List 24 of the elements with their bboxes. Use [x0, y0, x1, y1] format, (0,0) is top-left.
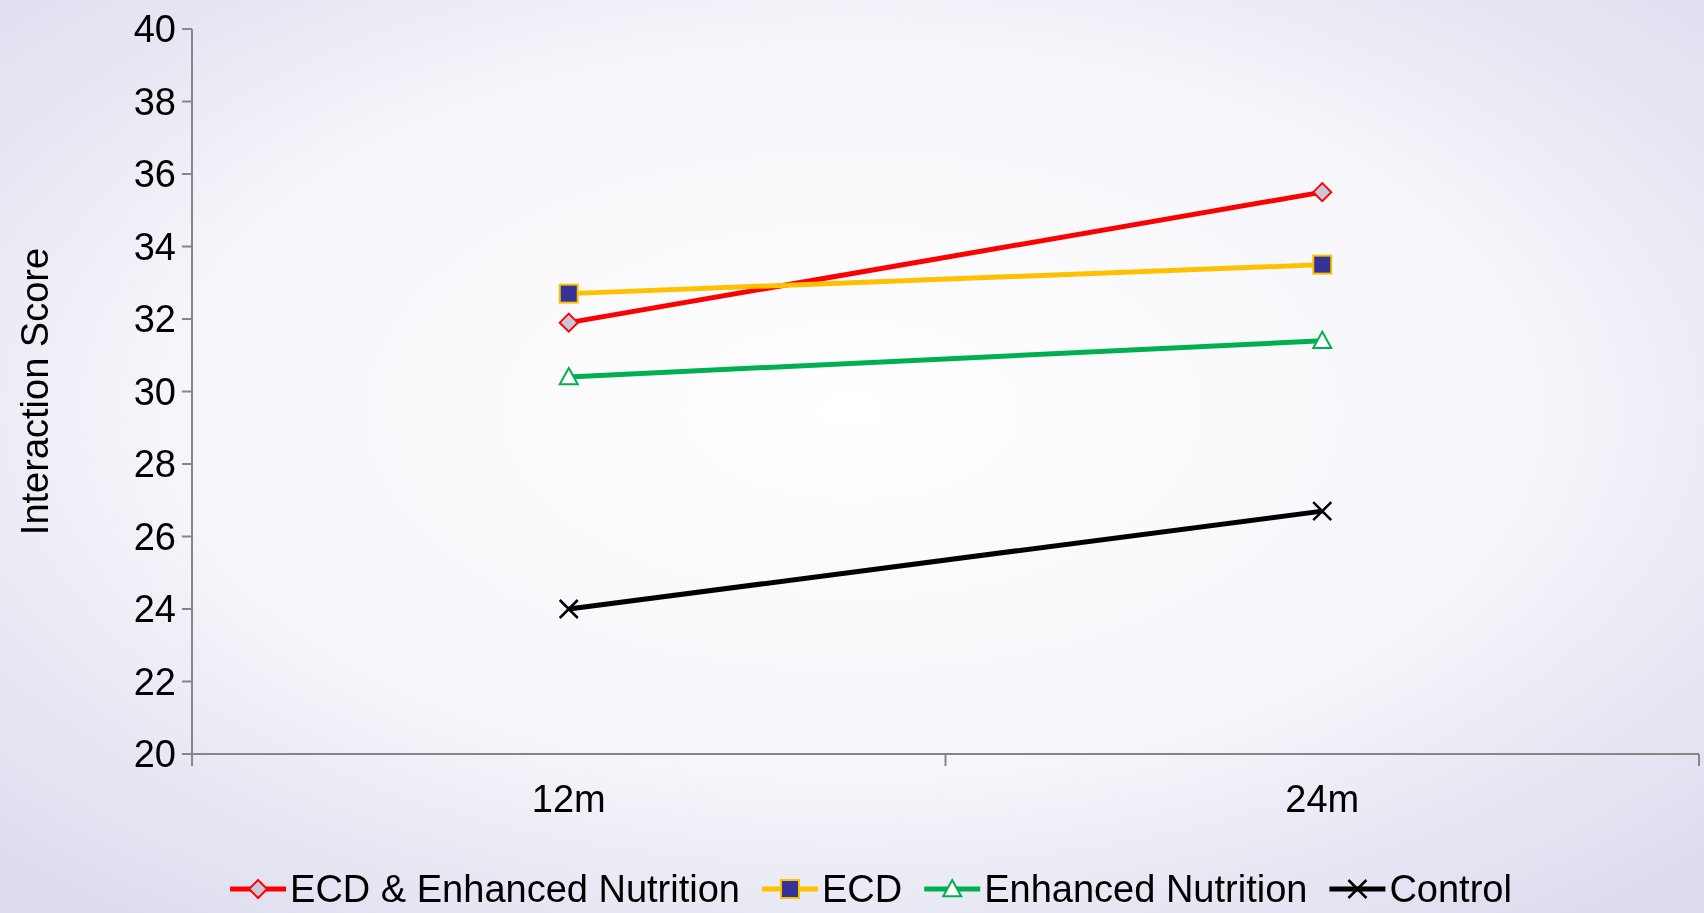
y-tick-label: 34	[133, 225, 176, 268]
y-tick-label: 36	[133, 153, 176, 196]
point	[558, 598, 579, 620]
y-tick-label: 28	[133, 443, 176, 486]
legend-label: ECD	[821, 868, 903, 911]
legend-label: ECD & Enhanced Nutrition	[290, 868, 740, 911]
x-tick-label: 24m	[1285, 778, 1360, 820]
y-tick-label: 40	[133, 8, 176, 51]
y-tick-label: 24	[133, 588, 176, 631]
point	[1312, 254, 1333, 275]
point	[558, 312, 579, 333]
y-tick-label: 26	[133, 515, 176, 558]
y-tick-label: 32	[133, 298, 176, 341]
y-axis-title: Interaction Score	[14, 247, 56, 536]
x-tick-label: 12m	[531, 778, 606, 820]
point	[1312, 500, 1333, 522]
y-tick-label: 38	[133, 80, 176, 123]
y-tick-label: 30	[133, 370, 176, 413]
legend-label: Control	[1389, 868, 1512, 911]
y-tick-label: 22	[133, 660, 176, 703]
point	[1312, 182, 1333, 203]
point	[558, 283, 579, 304]
legend-label: Enhanced Nutrition	[984, 868, 1308, 911]
y-tick-label: 20	[133, 733, 176, 776]
